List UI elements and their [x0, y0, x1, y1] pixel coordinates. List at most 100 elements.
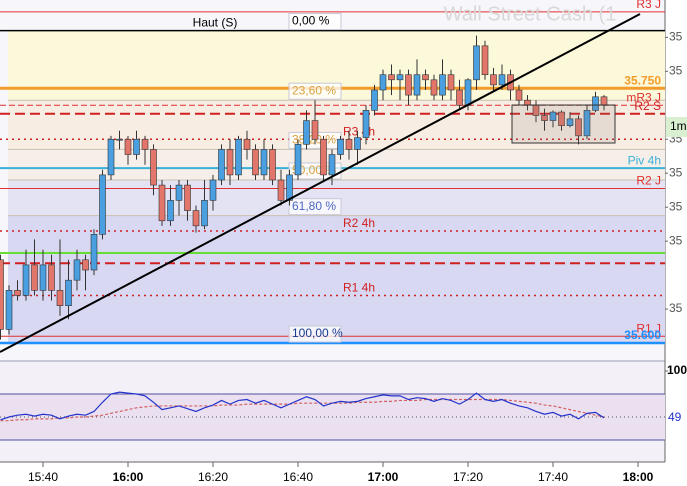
- candle-body: [541, 115, 548, 121]
- candle-body: [371, 89, 378, 111]
- level-label: R2 4h: [343, 216, 375, 230]
- candle-body: [447, 74, 455, 91]
- candle-body: [260, 149, 268, 176]
- y-tick-label: 35: [669, 233, 683, 247]
- interval-box: [666, 117, 687, 137]
- candle-body: [22, 264, 30, 296]
- fib-label-box: [288, 82, 342, 100]
- candle-body: [14, 290, 21, 296]
- chart-title: Wall Street Cash (1: [444, 3, 617, 25]
- x-tick-label: 18:00: [623, 470, 654, 484]
- level-label: Haut (S): [193, 16, 238, 30]
- candle-body: [31, 264, 38, 291]
- candle-body: [396, 74, 404, 81]
- fib-label: 23,60 %: [292, 83, 336, 97]
- candle-body: [430, 79, 438, 96]
- y-tick-label: 35: [669, 63, 683, 77]
- fib-label-box: [288, 13, 342, 31]
- candle-body: [158, 184, 166, 222]
- candle-body: [481, 45, 489, 76]
- candle-body: [73, 259, 81, 281]
- candle-body: [362, 110, 370, 138]
- candle-body: [439, 74, 446, 96]
- candle-body: [600, 96, 608, 106]
- x-tick-label: 17:40: [538, 470, 568, 484]
- x-tick-label: 16:40: [283, 470, 313, 484]
- candle-body: [39, 264, 47, 291]
- candle-body: [252, 149, 259, 176]
- candle-body: [498, 74, 506, 86]
- rsi-ma-line: [0, 398, 605, 422]
- level-label: 35.750: [624, 73, 661, 87]
- candle-body: [413, 74, 421, 96]
- interval-label: 1m: [670, 119, 687, 133]
- level-label: mR3 J: [626, 90, 661, 104]
- candle-body: [48, 264, 55, 291]
- candle-body: [311, 120, 319, 140]
- candle-body: [269, 149, 276, 181]
- level-label: Piv 4h: [628, 153, 661, 167]
- x-tick-label: 17:20: [453, 470, 483, 484]
- candle-body: [464, 79, 472, 106]
- drawings: Wall Street Cash (1 1m: [0, 3, 687, 353]
- candle-body: [124, 138, 132, 155]
- candle-body: [218, 149, 225, 181]
- candle-body: [337, 138, 344, 155]
- y-tick-label: 35: [669, 301, 683, 315]
- range-box: [511, 104, 616, 144]
- candle-body: [583, 110, 591, 137]
- y-tick-label: 35: [669, 165, 683, 179]
- candle-body: [456, 89, 463, 106]
- candle-body: [422, 74, 429, 81]
- fib-label-box: [288, 325, 342, 343]
- rsi-last-label: 49: [668, 410, 682, 424]
- candle-body: [566, 118, 574, 126]
- fib-label: 100,00 %: [292, 326, 343, 340]
- candle-body: [549, 111, 557, 121]
- candle-body: [116, 138, 123, 141]
- candle-body: [405, 74, 412, 96]
- candle-body: [0, 259, 4, 330]
- candle-body: [5, 290, 13, 330]
- candle-body: [99, 174, 106, 235]
- candle-body: [303, 120, 310, 145]
- candle-body: [56, 290, 64, 306]
- y-tick-label: 35: [669, 199, 683, 213]
- candle-body: [294, 144, 302, 176]
- candle-body: [328, 154, 336, 176]
- level-label: 35.600: [624, 328, 661, 342]
- candle-body: [473, 45, 480, 81]
- candle-body: [184, 184, 191, 211]
- candle-body: [201, 200, 208, 227]
- level-label: R2 J: [636, 174, 661, 188]
- level-label: R2 S: [634, 99, 661, 113]
- candle-body: [175, 184, 183, 201]
- candle-body: [226, 149, 234, 176]
- candle-body: [133, 138, 140, 155]
- candle-body: [235, 138, 242, 176]
- candle-body: [90, 234, 98, 271]
- level-label: R3 J: [636, 0, 661, 11]
- candle-body: [490, 74, 497, 86]
- level-label: R1 J: [636, 321, 661, 335]
- fib-label-box: [288, 198, 342, 216]
- candle-body: [107, 138, 115, 176]
- x-tick-label: 15:40: [28, 470, 58, 484]
- candle-body: [345, 138, 353, 150]
- rsi-line: [0, 391, 605, 421]
- candle-body: [388, 74, 395, 81]
- candle-body: [379, 74, 387, 91]
- candle-body: [150, 149, 157, 186]
- y-tick-label: 35: [669, 30, 683, 44]
- candle-body: [320, 138, 327, 176]
- candle-body: [277, 179, 285, 201]
- candle-body: [141, 138, 149, 150]
- candle-body: [515, 89, 523, 101]
- level-label: R1 4h: [343, 281, 375, 295]
- fib-label: 61,80 %: [292, 199, 336, 213]
- candle-body: [286, 174, 293, 201]
- level-label: R3 4h: [343, 124, 375, 138]
- fib-label: 0,00 %: [292, 14, 330, 28]
